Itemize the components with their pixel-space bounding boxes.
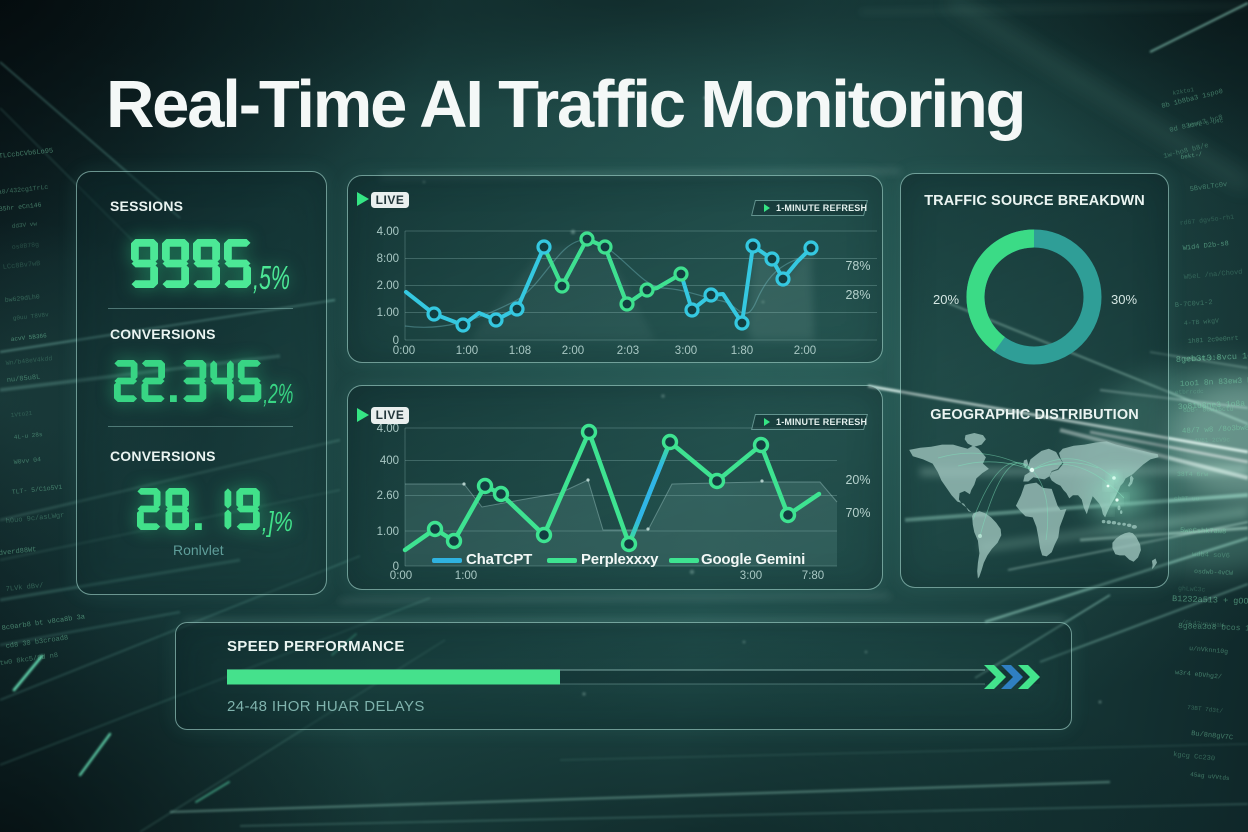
svg-text:dd3V vw: dd3V vw bbox=[11, 220, 37, 230]
svg-text:B5hr eCn146: B5hr eCn146 bbox=[0, 202, 42, 213]
svg-text:48/7 w8 /8o3bw8: 48/7 w8 /8o3bw8 bbox=[1182, 424, 1248, 436]
svg-text:38T4 6rw: 38T4 6rw bbox=[1177, 471, 1208, 478]
svg-text:1:00: 1:00 bbox=[455, 570, 477, 582]
svg-text:1h81 2c9e0nrt: 1h81 2c9e0nrt bbox=[1188, 335, 1239, 345]
svg-text:4.00: 4.00 bbox=[377, 423, 399, 435]
svg-text:28%: 28% bbox=[845, 288, 870, 302]
svg-text:2.60: 2.60 bbox=[377, 490, 399, 502]
svg-text:/6L42vavVaW-: /6L42vavVaW- bbox=[1181, 619, 1228, 629]
svg-text:bekt-/: bekt-/ bbox=[1180, 151, 1203, 161]
svg-text:1.00: 1.00 bbox=[377, 307, 399, 319]
svg-text:73BT 7d3t/: 73BT 7d3t/ bbox=[1187, 704, 1224, 715]
svg-text:4.00: 4.00 bbox=[377, 226, 399, 238]
svg-text:78%: 78% bbox=[845, 259, 870, 273]
svg-text:,5%: ,5% bbox=[253, 259, 290, 296]
svg-text:cbBT uu: cbBT uu bbox=[1174, 495, 1200, 502]
svg-text:8:00: 8:00 bbox=[377, 253, 399, 265]
svg-text:,]%: ,]% bbox=[262, 506, 293, 537]
svg-text:0:00: 0:00 bbox=[390, 570, 412, 582]
svg-text:ghLwC3c: ghLwC3c bbox=[1178, 585, 1206, 594]
svg-text:400: 400 bbox=[380, 455, 399, 467]
svg-text:6DB- 8cw16ctu: 6DB- 8cw16ctu bbox=[1183, 406, 1234, 414]
svg-text:45ag uVVtds: 45ag uVVtds bbox=[1190, 771, 1231, 782]
svg-text:dverd88Wt: dverd88Wt bbox=[0, 546, 37, 558]
svg-text:1oo1 8n 83ew3 Dg: 1oo1 8n 83ew3 Dg bbox=[1180, 376, 1248, 389]
svg-text:k2kto1: k2kto1 bbox=[1172, 86, 1195, 97]
svg-text:W0vv 04: W0vv 04 bbox=[13, 456, 41, 466]
svg-text:4V61 2CV9c: 4V61 2CV9c bbox=[1194, 436, 1230, 444]
svg-text:wdb4 soV6: wdb4 soV6 bbox=[1192, 551, 1230, 561]
svg-text:3:00: 3:00 bbox=[675, 345, 697, 357]
svg-text:3o81u8ne3 1o8a: 3o81u8ne3 1o8a bbox=[1178, 399, 1246, 412]
svg-text:2.00: 2.00 bbox=[377, 280, 399, 292]
svg-text:4-TB wkgV: 4-TB wkgV bbox=[1184, 317, 1220, 326]
svg-text:1:80: 1:80 bbox=[731, 345, 753, 357]
svg-text:30%: 30% bbox=[1111, 292, 1137, 307]
svg-text:1:00: 1:00 bbox=[456, 345, 478, 357]
svg-text:70%: 70% bbox=[845, 506, 870, 520]
svg-text:g0uu T8V8v: g0uu T8V8v bbox=[12, 311, 49, 322]
svg-text:u/nVknn10g: u/nVknn10g bbox=[1189, 645, 1229, 655]
svg-text:LCc8Bv7wB: LCc8Bv7wB bbox=[2, 260, 40, 272]
svg-text:w3r4 eDVhg2/: w3r4 eDVhg2/ bbox=[1175, 669, 1222, 681]
svg-text:1Vto21: 1Vto21 bbox=[10, 410, 33, 419]
svg-text:2:00: 2:00 bbox=[562, 345, 584, 357]
svg-text:20%: 20% bbox=[933, 292, 959, 307]
svg-text:0: 0 bbox=[393, 335, 399, 347]
svg-text:8geb3t3:8vcu 1o8: 8geb3t3:8vcu 1o8 bbox=[1176, 351, 1248, 365]
svg-text:8g8ea3o8 bcos 1o: 8g8ea3o8 bcos 1o bbox=[1178, 622, 1248, 634]
svg-text:etbrrcdc: etbrrcdc bbox=[1175, 388, 1204, 396]
svg-text:B-7C0v1-2: B-7C0v1-2 bbox=[1175, 299, 1213, 310]
svg-text:acvV 5B366: acvV 5B366 bbox=[10, 332, 47, 343]
svg-text:7:80: 7:80 bbox=[802, 570, 824, 582]
svg-text:bw629dLh0: bw629dLh0 bbox=[4, 293, 40, 304]
svg-text:0: 0 bbox=[393, 561, 399, 573]
svg-text:3:00: 3:00 bbox=[740, 570, 762, 582]
svg-text:4L-u 28s: 4L-u 28s bbox=[13, 431, 43, 441]
svg-text:nu/85u8L: nu/85u8L bbox=[6, 374, 40, 385]
svg-text:5wcCshk7aw8: 5wcCshk7aw8 bbox=[1180, 527, 1226, 536]
svg-text:2:00: 2:00 bbox=[794, 345, 816, 357]
svg-text:1.00: 1.00 bbox=[377, 526, 399, 538]
svg-text:0:00: 0:00 bbox=[393, 345, 415, 357]
svg-text:os0B78g: os0B78g bbox=[11, 241, 39, 251]
svg-text:c/D1vB/a-d: c/D1vB/a-d bbox=[1184, 354, 1221, 363]
svg-text:,2%: ,2% bbox=[263, 378, 293, 409]
svg-text:7LVk dBv/: 7LVk dBv/ bbox=[5, 582, 43, 594]
svg-text:20%: 20% bbox=[845, 473, 870, 487]
svg-text:1:08: 1:08 bbox=[509, 345, 531, 357]
svg-text:osdwb-4vCW: osdwb-4vCW bbox=[1194, 568, 1233, 577]
svg-text:Wn/b48eV4kdd: Wn/b48eV4kdd bbox=[5, 355, 52, 367]
svg-text:2:03: 2:03 bbox=[617, 345, 639, 357]
svg-text:B1232a513 + gOOcS.8g: B1232a513 + gOOcS.8g bbox=[1172, 594, 1248, 608]
